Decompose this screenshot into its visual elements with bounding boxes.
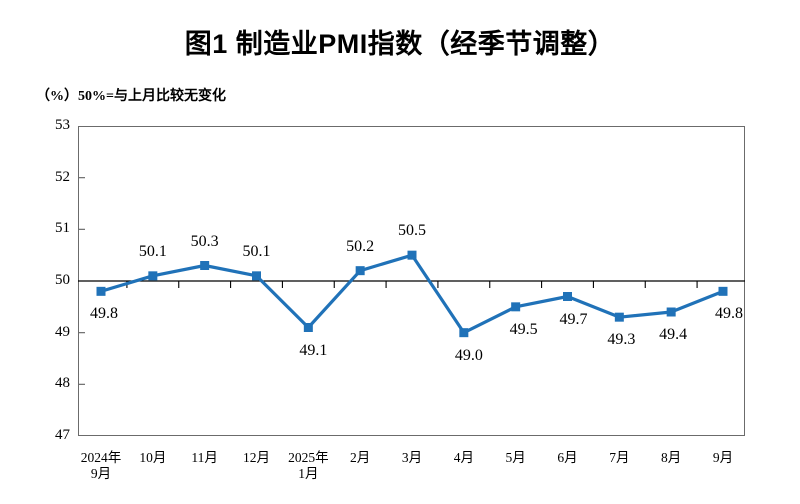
y-tick-label: 51 [55, 220, 70, 237]
x-tick-label: 8月 [661, 450, 681, 466]
line-chart-plot [78, 177, 745, 385]
data-point-label: 49.7 [559, 310, 588, 328]
data-point-label: 50.1 [242, 242, 271, 260]
x-tick-label-line: 7月 [609, 450, 630, 465]
data-point-label: 49.4 [659, 326, 688, 343]
chart-subtitle: （%）50%=与上月比较无变化 [36, 89, 226, 104]
data-point-marker [200, 261, 210, 270]
x-tick-label-line: 5月 [505, 450, 526, 465]
y-tick-label: 52 [55, 168, 70, 185]
page-title: 图1 制造业PMI指数（经季节调整） [184, 29, 616, 59]
x-tick-label-line: 12月 [243, 450, 270, 465]
x-tick-label: 2024年 9月 [81, 450, 122, 482]
x-tick-label: 10月 [139, 450, 166, 466]
x-tick-label-line: 2月 [350, 450, 371, 465]
x-tick-label: 2025年 1月 [288, 450, 329, 482]
x-tick-label: 2月 [350, 450, 370, 466]
data-point-marker [303, 323, 313, 332]
x-tick-label-line: 9月 [712, 450, 734, 465]
pmi-series-markers [96, 250, 728, 338]
x-tick-label-line: 2024年 [80, 450, 122, 465]
data-point-label: 49.0 [454, 346, 483, 364]
data-point-marker [666, 307, 676, 317]
data-point-label: 49.3 [607, 331, 636, 349]
x-tick-label-line: 9月 [90, 466, 112, 481]
axis-tick-group [78, 177, 698, 385]
x-tick-label: 12月 [243, 450, 270, 466]
pmi-series-line [99, 253, 725, 335]
data-point-marker [148, 271, 158, 281]
data-point-marker [252, 271, 261, 281]
data-point-marker [511, 302, 521, 312]
x-tick-label-line: 2025年 [288, 450, 329, 465]
x-tick-label-line: 6月 [557, 450, 578, 465]
x-tick-label-line: 11月 [191, 450, 218, 465]
data-point-marker [718, 286, 728, 296]
x-tick-label: 3月 [402, 450, 422, 466]
x-tick-label: 5月 [506, 450, 526, 466]
data-point-marker [614, 312, 624, 322]
x-tick-label-line: 10月 [139, 450, 167, 465]
data-point-marker [407, 250, 417, 260]
data-point-label: 50.3 [190, 232, 219, 250]
x-tick-label-line: 1月 [298, 466, 319, 481]
data-point-label: 50.1 [138, 242, 167, 260]
x-tick-label: 9月 [713, 450, 733, 466]
y-tick-label: 53 [55, 117, 70, 133]
data-point-label: 49.8 [90, 305, 118, 323]
x-tick-label: 11月 [191, 450, 218, 466]
data-point-marker [355, 266, 365, 276]
data-point-marker [459, 328, 469, 338]
x-tick-label-line: 8月 [661, 450, 682, 465]
x-tick-label-line: 4月 [453, 450, 474, 465]
data-point-label: 50.5 [398, 222, 426, 240]
data-point-label: 50.2 [346, 237, 375, 255]
x-tick-label: 4月 [454, 450, 474, 466]
y-tick-label: 47 [55, 427, 70, 443]
data-point-label: 49.8 [715, 305, 743, 323]
y-tick-label: 49 [55, 323, 70, 340]
x-tick-label: 6月 [557, 450, 577, 466]
data-point-label: 49.5 [509, 320, 538, 338]
y-tick-label: 48 [55, 375, 70, 392]
x-tick-label: 7月 [609, 450, 629, 466]
y-tick-label: 50 [55, 272, 70, 288]
data-point-label: 49.1 [299, 341, 328, 359]
x-tick-label-line: 3月 [401, 450, 423, 465]
data-point-marker [96, 286, 106, 296]
data-point-marker [563, 292, 572, 301]
